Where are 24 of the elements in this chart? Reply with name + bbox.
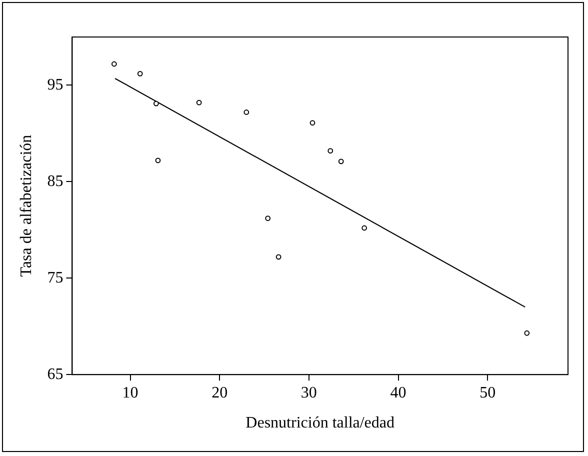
- y-axis-title: Tasa de alfabetización: [18, 134, 35, 277]
- point: [244, 110, 250, 115]
- x-tick-label: 30: [300, 384, 317, 402]
- point: [155, 158, 161, 164]
- x-tick-label: 50: [480, 384, 496, 402]
- point: [310, 120, 316, 126]
- point: [196, 100, 202, 106]
- point: [338, 158, 344, 164]
- y-tick-label: 65: [47, 366, 64, 383]
- y-tick-label: 85: [47, 172, 64, 190]
- y-tick-label: 95: [47, 76, 64, 94]
- point: [111, 61, 117, 67]
- point: [265, 216, 271, 222]
- x-axis-title: Desnutrición talla/edad: [246, 414, 395, 432]
- y-tick-label: 75: [47, 269, 64, 286]
- point: [276, 254, 282, 260]
- point: [524, 330, 530, 336]
- point: [137, 70, 143, 76]
- point: [328, 148, 334, 154]
- x-tick-label: 40: [390, 384, 406, 402]
- point: [362, 225, 368, 231]
- point: [153, 100, 159, 106]
- x-tick-label: 10: [122, 384, 138, 402]
- x-tick-label: 20: [212, 384, 228, 402]
